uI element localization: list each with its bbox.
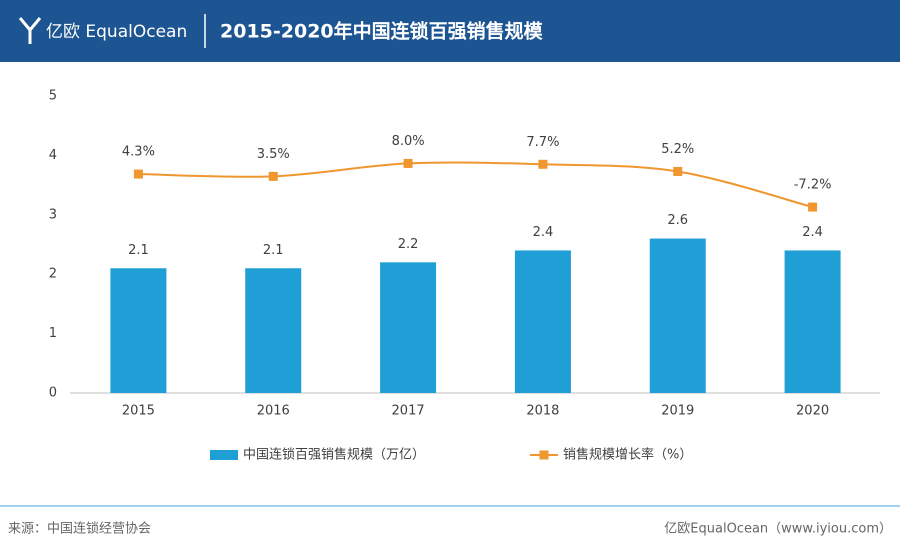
line-marker bbox=[538, 159, 548, 169]
source: 来源：中国连锁经营协会 bbox=[8, 521, 151, 537]
credit: 亿欧EqualOcean（www.iyiou.com） bbox=[664, 522, 892, 537]
y-tick-label: 4 bbox=[49, 148, 57, 163]
y-tick-label: 3 bbox=[49, 207, 57, 222]
line-label: 5.2% bbox=[661, 142, 694, 157]
legend-label: 销售规模增长率（%） bbox=[563, 447, 692, 463]
bar bbox=[110, 268, 167, 393]
bar-label: 2.4 bbox=[533, 225, 554, 240]
line-marker bbox=[133, 169, 143, 179]
y-tick-label: 0 bbox=[49, 386, 57, 401]
y-tick-label: 1 bbox=[49, 326, 57, 341]
logo-text: 亿欧 EqualOcean bbox=[46, 22, 187, 42]
x-tick-label: 2015 bbox=[122, 404, 155, 419]
line-label: 7.7% bbox=[526, 135, 559, 150]
x-tick-label: 2020 bbox=[796, 404, 829, 419]
legend-swatch bbox=[210, 450, 238, 460]
bar-label: 2.2 bbox=[398, 237, 419, 252]
logo-icon bbox=[18, 17, 42, 44]
line-marker bbox=[673, 166, 683, 176]
line-marker bbox=[403, 158, 413, 168]
line-label: 3.5% bbox=[257, 147, 290, 162]
line-marker bbox=[808, 202, 818, 212]
legend-swatch bbox=[539, 450, 549, 460]
bar-label: 2.6 bbox=[667, 213, 688, 228]
x-tick-label: 2019 bbox=[661, 404, 694, 419]
line-label: 8.0% bbox=[392, 134, 425, 149]
bar bbox=[245, 268, 302, 393]
bar bbox=[784, 250, 841, 393]
x-tick-label: 2016 bbox=[257, 404, 290, 419]
y-tick-label: 2 bbox=[49, 267, 57, 282]
line-label: 4.3% bbox=[122, 145, 155, 160]
bar-label: 2.1 bbox=[263, 243, 284, 258]
legend-label: 中国连锁百强销售规模（万亿） bbox=[243, 447, 425, 463]
line-label: -7.2% bbox=[794, 178, 832, 193]
bar-label: 2.1 bbox=[128, 243, 149, 258]
y-tick-label: 5 bbox=[49, 89, 57, 104]
x-tick-label: 2017 bbox=[392, 404, 425, 419]
bar bbox=[380, 262, 437, 393]
bar bbox=[514, 250, 571, 393]
bar-label: 2.4 bbox=[802, 225, 823, 240]
chart-title: 2015-2020年中国连锁百强销售规模 bbox=[220, 20, 544, 43]
bar bbox=[649, 238, 706, 393]
x-tick-label: 2018 bbox=[526, 404, 559, 419]
line bbox=[138, 161, 813, 209]
line-marker bbox=[268, 171, 278, 181]
header-bar bbox=[0, 0, 900, 62]
